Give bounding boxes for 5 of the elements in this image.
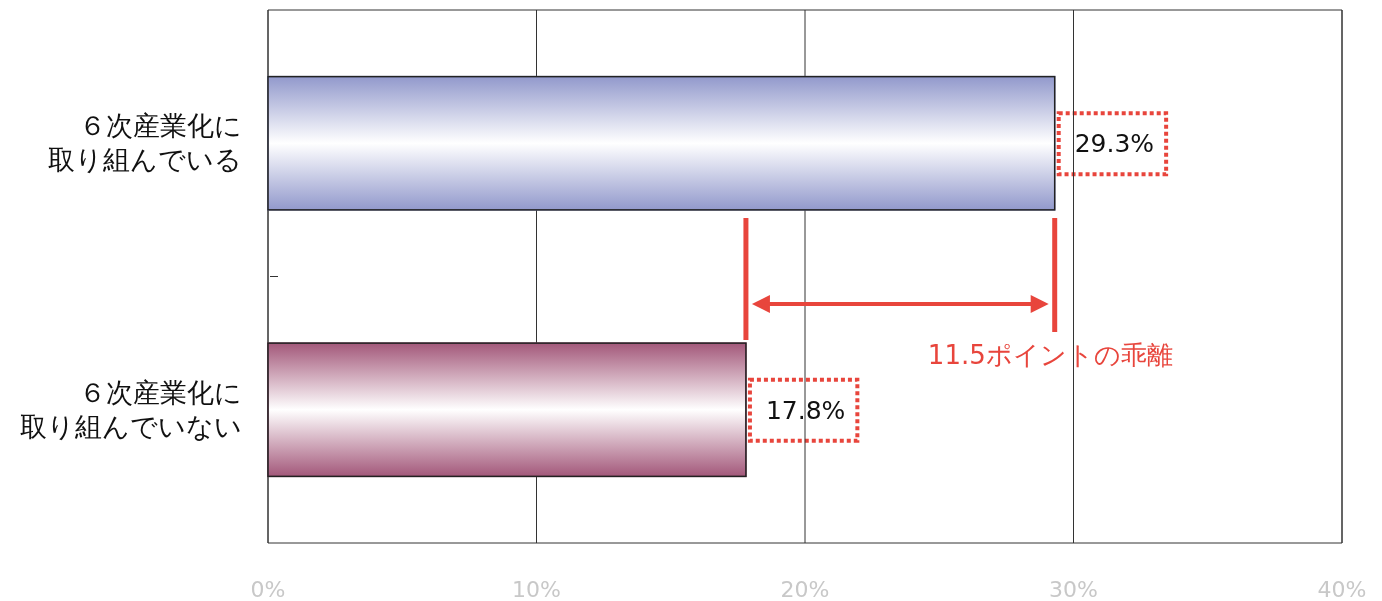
data-label: 29.3% [1074,129,1155,159]
y-tick-label: ６次産業化に取り組んでいない [20,376,242,442]
y-tick-label: ６次産業化に取り組んでいる [48,110,242,176]
data-label: 17.8% [765,395,846,425]
annotation: 11.5ポイントの乖離 [927,340,1173,370]
